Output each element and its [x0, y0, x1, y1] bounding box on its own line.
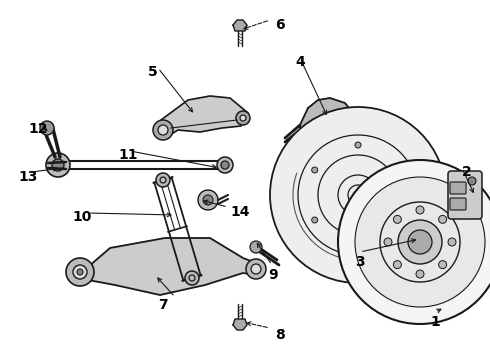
- Text: 5: 5: [148, 65, 158, 79]
- Circle shape: [240, 115, 246, 121]
- Circle shape: [312, 167, 318, 173]
- Circle shape: [393, 215, 401, 223]
- FancyBboxPatch shape: [450, 182, 466, 194]
- Circle shape: [217, 157, 233, 173]
- Circle shape: [296, 154, 304, 163]
- Circle shape: [305, 160, 321, 176]
- Circle shape: [439, 261, 446, 269]
- Text: 4: 4: [295, 55, 305, 69]
- Circle shape: [236, 111, 250, 125]
- Circle shape: [73, 265, 87, 279]
- Text: 9: 9: [268, 268, 278, 282]
- Circle shape: [158, 125, 168, 135]
- Circle shape: [398, 167, 404, 173]
- Text: 12: 12: [28, 122, 48, 136]
- Polygon shape: [155, 96, 248, 138]
- Circle shape: [198, 190, 218, 210]
- Polygon shape: [233, 319, 247, 330]
- Polygon shape: [300, 98, 352, 150]
- Circle shape: [393, 261, 401, 269]
- Circle shape: [156, 173, 170, 187]
- Polygon shape: [88, 238, 260, 295]
- Circle shape: [338, 160, 490, 324]
- Text: 1: 1: [430, 315, 440, 329]
- Circle shape: [384, 238, 392, 246]
- Circle shape: [416, 206, 424, 214]
- Circle shape: [185, 271, 199, 285]
- Circle shape: [293, 148, 333, 188]
- Circle shape: [408, 230, 432, 254]
- Circle shape: [66, 258, 94, 286]
- Text: 13: 13: [18, 170, 37, 184]
- Circle shape: [296, 174, 304, 181]
- Text: 2: 2: [462, 165, 472, 179]
- Circle shape: [314, 149, 322, 157]
- Circle shape: [246, 259, 266, 279]
- FancyBboxPatch shape: [448, 171, 482, 219]
- Text: 14: 14: [230, 205, 249, 219]
- Text: 11: 11: [118, 148, 138, 162]
- Circle shape: [468, 177, 476, 185]
- Circle shape: [77, 269, 83, 275]
- Circle shape: [40, 121, 54, 135]
- Text: 7: 7: [158, 298, 168, 312]
- Circle shape: [314, 179, 322, 187]
- Circle shape: [153, 120, 173, 140]
- Circle shape: [416, 270, 424, 278]
- Text: 6: 6: [275, 18, 285, 32]
- Text: 8: 8: [275, 328, 285, 342]
- Circle shape: [355, 242, 361, 248]
- Polygon shape: [233, 20, 247, 31]
- Text: 3: 3: [355, 255, 365, 269]
- Circle shape: [203, 195, 213, 205]
- Circle shape: [221, 161, 229, 169]
- Circle shape: [52, 159, 64, 171]
- Circle shape: [355, 142, 361, 148]
- Circle shape: [398, 217, 404, 223]
- Circle shape: [250, 241, 262, 253]
- FancyBboxPatch shape: [450, 198, 466, 210]
- Circle shape: [251, 264, 261, 274]
- Circle shape: [355, 177, 485, 307]
- Circle shape: [398, 220, 442, 264]
- Circle shape: [46, 153, 70, 177]
- Circle shape: [312, 217, 318, 223]
- Circle shape: [270, 107, 446, 283]
- Circle shape: [325, 164, 333, 172]
- Circle shape: [448, 238, 456, 246]
- Text: 10: 10: [72, 210, 91, 224]
- Circle shape: [439, 215, 446, 223]
